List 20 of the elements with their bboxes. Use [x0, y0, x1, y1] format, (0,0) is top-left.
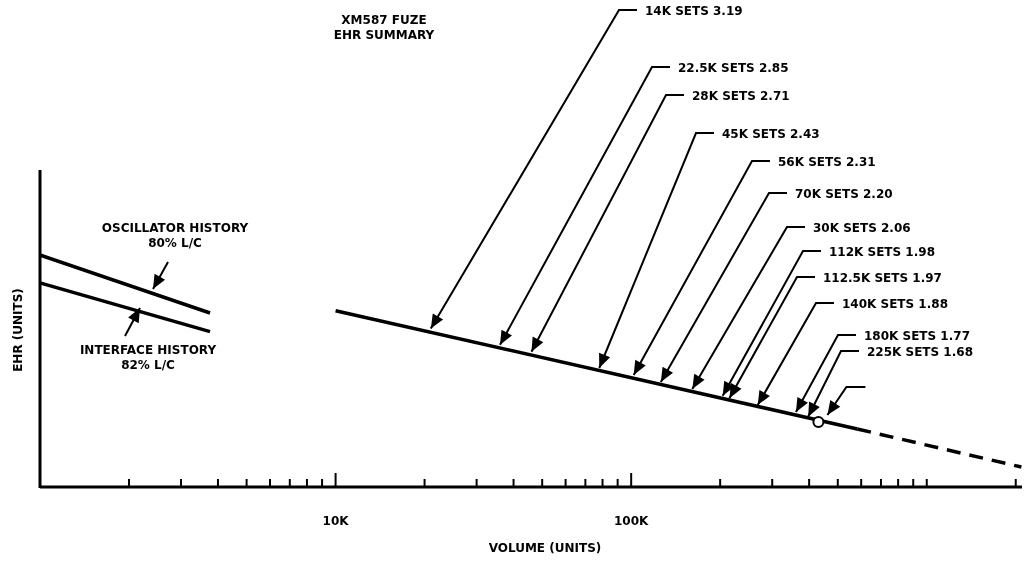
- x-tick-label: 100K: [613, 514, 650, 528]
- annotation: 140K SETS 1.88: [842, 297, 948, 311]
- annotation: 45K SETS 2.43: [722, 127, 820, 141]
- annotation: 28K SETS 2.71: [692, 89, 790, 103]
- annotation: 225K SETS 1.68: [867, 345, 973, 359]
- chart-title: XM587 FUZE: [341, 13, 427, 27]
- annotation: 112K SETS 1.98: [829, 245, 935, 259]
- annotation: 22.5K SETS 2.85: [678, 61, 789, 75]
- annotation: 14K SETS 3.19: [645, 4, 743, 18]
- annotation: 56K SETS 2.31: [778, 155, 876, 169]
- annotation: 180K SETS 1.77: [864, 329, 970, 343]
- text: OSCILLATOR HISTORY 80% L/C: [101, 221, 249, 250]
- annotation: 112.5K SETS 1.97: [823, 271, 942, 285]
- chart-subtitle: EHR SUMMARY: [333, 28, 435, 42]
- x-tick-label: 10K: [322, 514, 350, 528]
- x-axis-title: VOLUME (UNITS): [488, 541, 602, 555]
- annotation: 30K SETS 2.06: [813, 221, 911, 235]
- y-axis-title: EHR (UNITS): [11, 288, 25, 372]
- annotation: 70K SETS 2.20: [795, 187, 893, 201]
- legend-label: INTERFACE HISTORY 82% L/C: [79, 343, 217, 372]
